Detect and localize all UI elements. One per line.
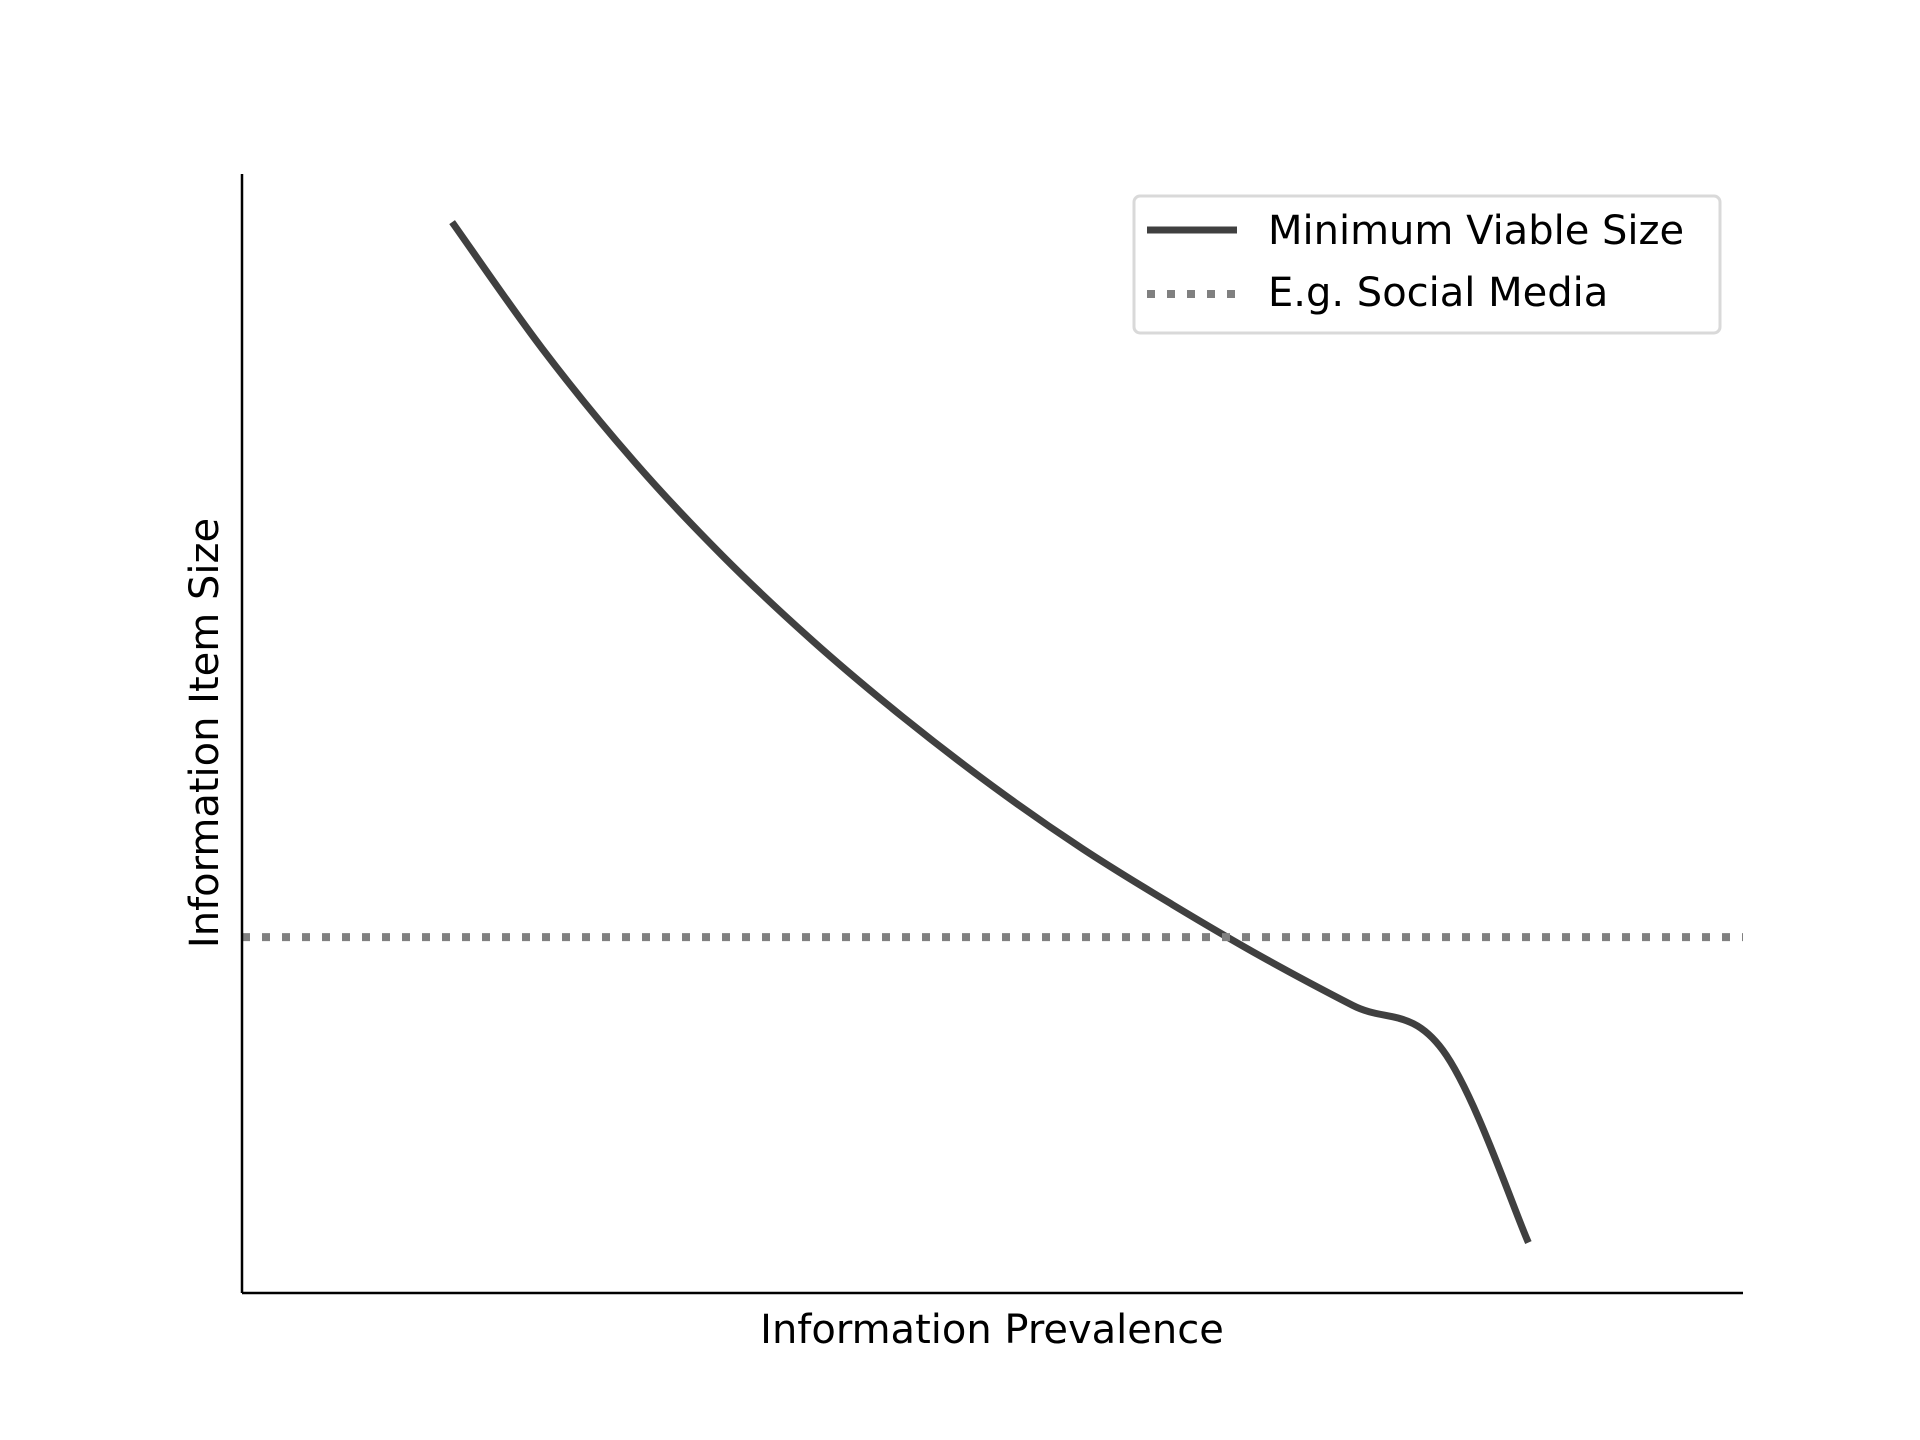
legend-label-social-media: E.g. Social Media [1268,270,1608,316]
plot-area [242,220,1743,1245]
y-axis-label: Information Item Size [182,518,228,948]
legend-label-minimum-viable-size: Minimum Viable Size [1268,208,1684,254]
x-axis-label: Information Prevalence [760,1307,1224,1353]
legend-frame [1132,194,1722,335]
legend: Minimum Viable Size E.g. Social Media [1132,194,1722,335]
series-line-minimum-viable-size [449,220,1532,1245]
